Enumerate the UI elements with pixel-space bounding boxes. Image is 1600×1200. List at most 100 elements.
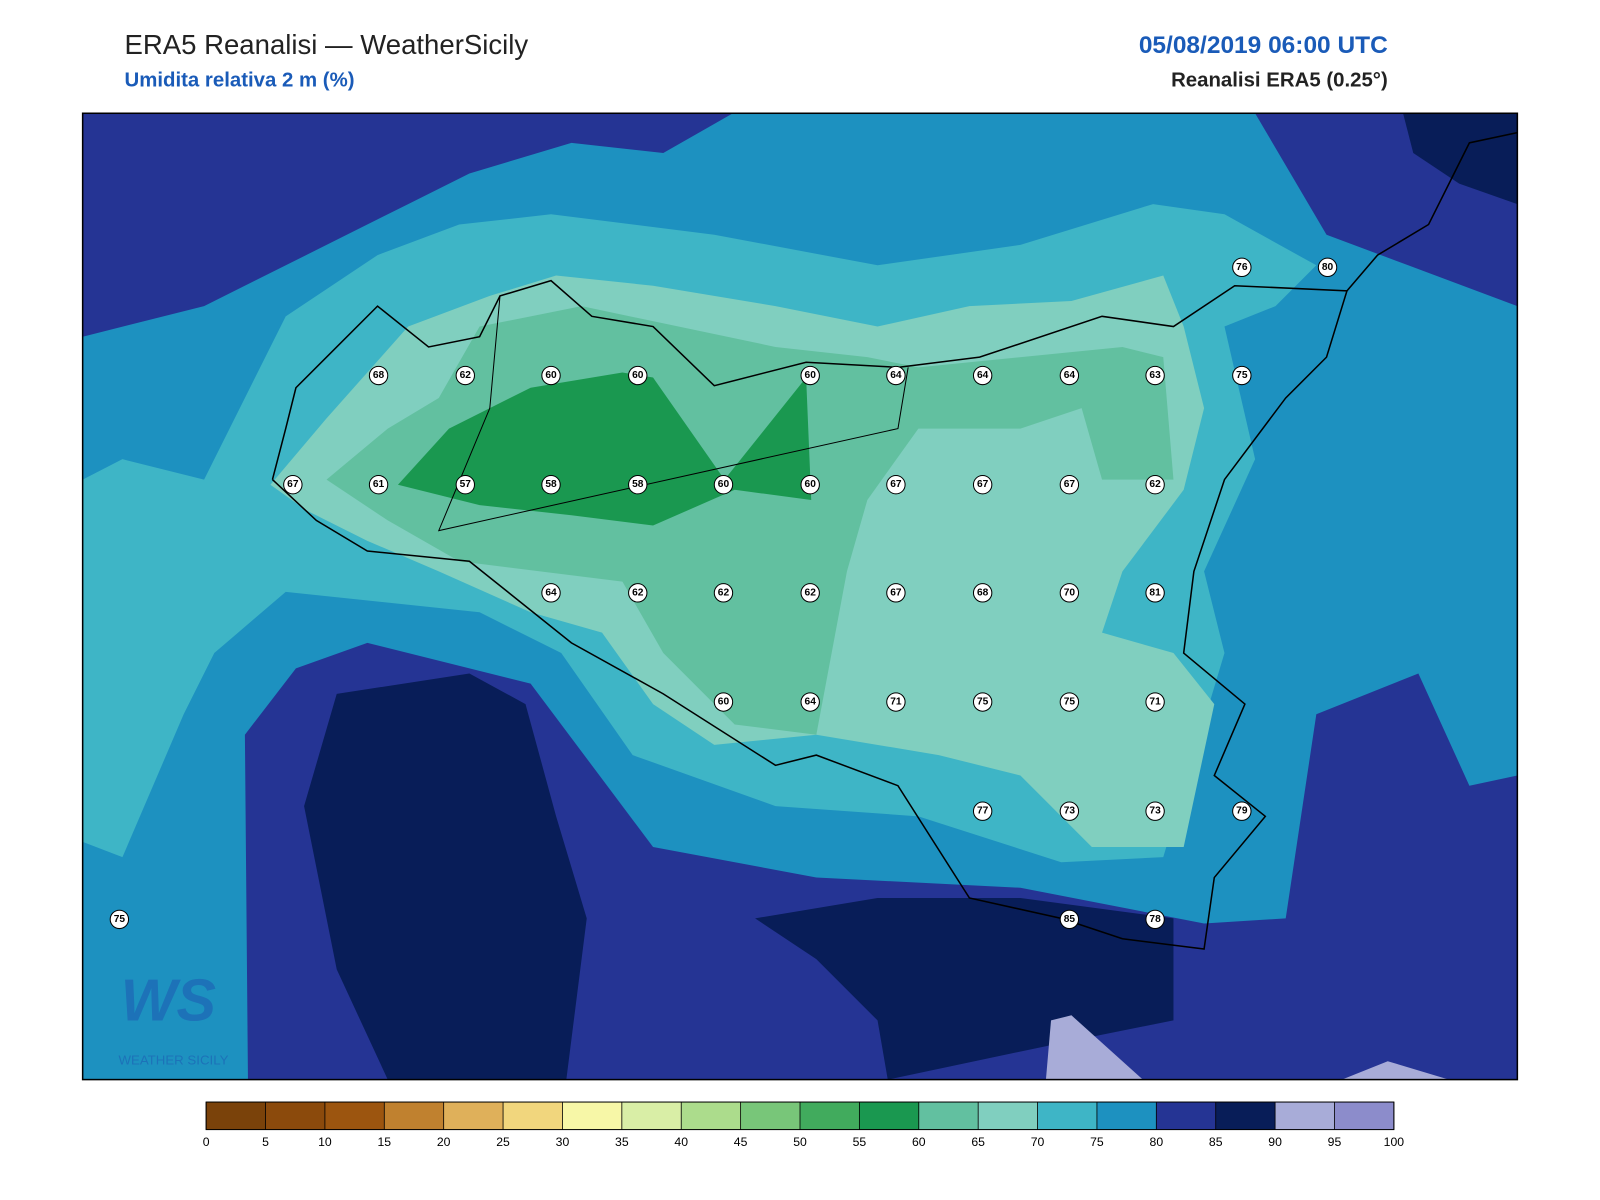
station-marker bbox=[713, 583, 734, 603]
colorbar-tick-label: 5 bbox=[262, 1135, 269, 1149]
station-marker bbox=[628, 475, 648, 495]
station-marker bbox=[1317, 257, 1338, 278]
station-value: 79 bbox=[1236, 806, 1248, 817]
source: Reanalisi ERA5 (0.25°) bbox=[1171, 70, 1388, 92]
colorbar-segment bbox=[384, 1102, 444, 1130]
station-marker bbox=[1059, 583, 1080, 603]
station-value: 62 bbox=[1149, 479, 1161, 490]
station-marker bbox=[886, 365, 906, 386]
colorbar-tick-label: 25 bbox=[496, 1135, 510, 1149]
station-marker bbox=[886, 692, 906, 712]
station-marker bbox=[800, 475, 820, 495]
station-value: 67 bbox=[977, 479, 989, 490]
colorbar-tick-label: 45 bbox=[734, 1135, 748, 1149]
station-value: 61 bbox=[373, 479, 385, 490]
station-value: 58 bbox=[632, 479, 644, 490]
station-marker bbox=[1232, 365, 1252, 386]
station-marker bbox=[1059, 909, 1080, 930]
colorbar-segment bbox=[800, 1102, 860, 1130]
station-marker bbox=[800, 692, 820, 712]
colorbar-segment bbox=[503, 1102, 563, 1130]
station-value: 75 bbox=[1064, 697, 1076, 708]
station-marker bbox=[628, 365, 648, 386]
station-marker bbox=[283, 475, 303, 495]
colorbar-tick-label: 60 bbox=[912, 1135, 926, 1149]
colorbar-tick-label: 50 bbox=[793, 1135, 807, 1149]
station-value: 67 bbox=[1064, 479, 1076, 490]
station-value: 62 bbox=[805, 587, 817, 598]
contour-85-90 bbox=[1403, 113, 1518, 205]
contour-55-60 bbox=[397, 372, 812, 526]
colorbar-segment bbox=[206, 1102, 266, 1130]
station-marker bbox=[972, 583, 993, 603]
colorbar-tick-label: 10 bbox=[318, 1135, 332, 1149]
colorbar-segment bbox=[1037, 1102, 1097, 1130]
station-value: 60 bbox=[545, 370, 557, 381]
station-value: 64 bbox=[1064, 370, 1076, 381]
station-value: 68 bbox=[373, 370, 385, 381]
station-marker bbox=[541, 475, 561, 495]
station-value: 80 bbox=[1322, 262, 1334, 273]
station-value: 68 bbox=[977, 587, 989, 598]
colorbar-segment bbox=[1275, 1102, 1335, 1130]
station-value: 60 bbox=[805, 370, 817, 381]
colorbar-segment bbox=[443, 1102, 504, 1130]
station-marker bbox=[1059, 801, 1080, 821]
station-value: 57 bbox=[460, 479, 472, 490]
station-marker bbox=[886, 475, 906, 495]
station-value: 67 bbox=[890, 479, 902, 490]
colorbar-segment bbox=[1096, 1102, 1157, 1130]
logo-text: WEATHER SICILY bbox=[118, 1052, 228, 1067]
station-marker bbox=[972, 475, 993, 495]
station-value: 63 bbox=[1149, 370, 1161, 381]
station-value: 64 bbox=[545, 587, 557, 598]
map-frame bbox=[81, 112, 1519, 1081]
colorbar-tick-label: 35 bbox=[615, 1135, 629, 1149]
station-value: 67 bbox=[287, 479, 299, 490]
colorbar-tick-label: 85 bbox=[1209, 1135, 1223, 1149]
colorbar-segment bbox=[740, 1102, 800, 1130]
colorbar-segment bbox=[1156, 1102, 1216, 1130]
coastline bbox=[1346, 131, 1518, 292]
colorbar-segment bbox=[562, 1102, 622, 1130]
colorbar-segment bbox=[918, 1102, 979, 1130]
station-marker bbox=[1145, 475, 1165, 495]
station-value: 60 bbox=[718, 479, 730, 490]
station-marker bbox=[1059, 692, 1080, 712]
station-value: 76 bbox=[1236, 262, 1248, 273]
station-marker bbox=[1145, 801, 1165, 821]
station-value: 64 bbox=[805, 697, 817, 708]
station-value: 60 bbox=[718, 697, 730, 708]
colorbar-tick-label: 65 bbox=[971, 1135, 985, 1149]
station-value: 67 bbox=[890, 587, 902, 598]
station-value: 71 bbox=[1149, 697, 1161, 708]
colorbar-tick-label: 90 bbox=[1268, 1135, 1282, 1149]
station-marker bbox=[1145, 692, 1165, 712]
colorbar-segment bbox=[265, 1102, 325, 1130]
colorbar-tick-label: 55 bbox=[853, 1135, 867, 1149]
contour-90-95 bbox=[1045, 1015, 1143, 1080]
station-value: 71 bbox=[890, 697, 902, 708]
station-marker bbox=[1145, 909, 1165, 930]
station-marker bbox=[541, 365, 561, 386]
colorbar-segment bbox=[1215, 1102, 1276, 1130]
station-value: 75 bbox=[977, 697, 989, 708]
station-marker bbox=[1145, 583, 1165, 603]
colorbar-segment bbox=[621, 1102, 682, 1130]
station-marker bbox=[713, 475, 734, 495]
colorbar-tick-label: 40 bbox=[674, 1135, 688, 1149]
station-value: 75 bbox=[114, 914, 126, 925]
station-value: 60 bbox=[632, 370, 644, 381]
contour-85-90 bbox=[304, 673, 587, 1080]
station-value: 70 bbox=[1064, 587, 1076, 598]
station-value: 64 bbox=[890, 370, 902, 381]
colorbar-segment bbox=[324, 1102, 385, 1130]
station-marker bbox=[713, 692, 734, 712]
station-value: 85 bbox=[1064, 914, 1076, 925]
colorbar-segment bbox=[978, 1102, 1038, 1130]
station-marker bbox=[368, 475, 389, 495]
province-border bbox=[437, 295, 909, 532]
colorbar-tick-label: 80 bbox=[1150, 1135, 1164, 1149]
station-marker bbox=[800, 365, 820, 386]
